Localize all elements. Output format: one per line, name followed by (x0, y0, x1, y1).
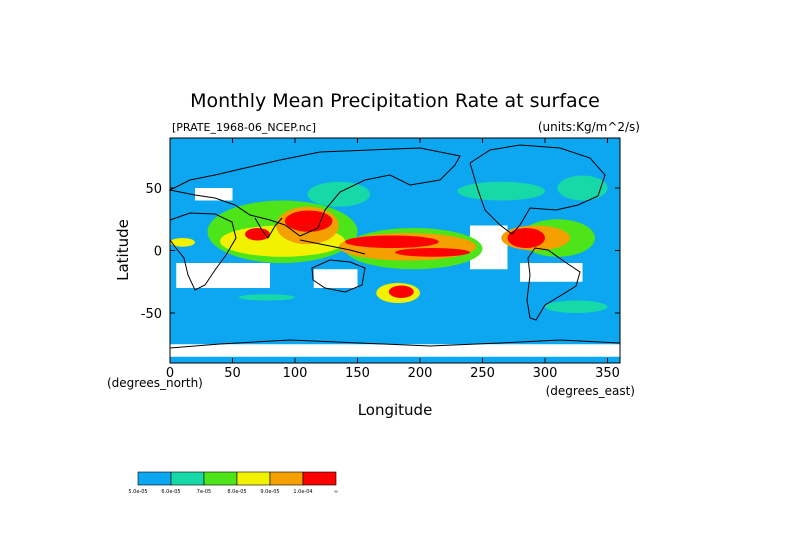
coastline-africa (169, 212, 237, 291)
x-unit-label: (degrees_east) (546, 384, 635, 398)
y-tick-label: 0 (154, 245, 162, 260)
precip-region-level1-3 (545, 300, 608, 313)
precip-region-level5-4 (507, 228, 545, 248)
coastline-antarctica (169, 339, 621, 349)
missing-area-4 (520, 263, 583, 282)
plot-area (168, 137, 621, 364)
colorbar-label: 5.0e-05 (128, 489, 147, 495)
x-axis-label: Longitude (358, 401, 433, 419)
x-tick-label: 100 (283, 366, 308, 381)
colorbar-label: ∞ (334, 489, 338, 495)
colorbar-swatch (236, 471, 271, 486)
coastline-north-america (469, 144, 606, 235)
coastline-indonesia (299, 239, 366, 255)
y-unit-label: (degrees_north) (107, 376, 203, 390)
x-tick-label: 300 (533, 366, 558, 381)
missing-area-5 (170, 344, 620, 357)
x-tick-label: 250 (470, 366, 495, 381)
y-axis-label: Latitude (114, 219, 132, 281)
precip-region-level1-2 (557, 175, 608, 201)
precip-region-level5-3 (395, 248, 470, 257)
precip-region-level5-2 (345, 235, 439, 248)
colorbar-swatch (302, 471, 337, 486)
coastline-australia (311, 259, 366, 293)
precip-region-level5-0 (285, 210, 333, 232)
x-tick-label: 350 (595, 366, 620, 381)
x-tick-label: 150 (345, 366, 370, 381)
chart-subtitle-right: (units:Kg/m^2/s) (538, 120, 640, 134)
precip-region-level1-4 (238, 294, 295, 301)
precip-region-level3-2 (170, 238, 195, 247)
chart-title: Monthly Mean Precipitation Rate at surfa… (190, 90, 600, 112)
missing-area-0 (176, 263, 270, 288)
colorbar-swatch (170, 471, 205, 486)
y-axis: -50 0 50 (141, 182, 620, 322)
coastline-south-america (526, 247, 581, 321)
x-tick-label: 200 (408, 366, 433, 381)
precip-region-level5-1 (245, 228, 270, 241)
colorbar-swatch (269, 471, 304, 486)
chart-subtitle-left: [PRATE_1968-06_NCEP.nc] (172, 121, 316, 134)
x-tick-label: 0 (166, 366, 174, 381)
colorbar: 5.0e-05 6.0e-05 7e-05 8.0e-05 9.0e-05 1.0e-04… (128, 471, 338, 495)
x-tick-label: 50 (224, 366, 241, 381)
precipitation-layer (170, 175, 608, 313)
coastline-layer (168, 144, 621, 349)
colorbar-label: 7e-05 (197, 489, 211, 495)
colorbar-label: 9.0e-05 (260, 489, 279, 495)
precip-region-level1-1 (457, 181, 545, 201)
y-tick-label: 50 (145, 182, 162, 197)
colorbar-label: 8.0e-05 (227, 489, 246, 495)
precip-region-level5-5 (388, 285, 414, 298)
x-axis: 0 50 100 150 200 250 300 350 (166, 138, 620, 381)
colorbar-swatch (203, 471, 238, 486)
colorbar-label: 1.0e-04 (293, 489, 312, 495)
missing-area-2 (313, 269, 358, 288)
coastline-india (254, 217, 283, 239)
missing-area-1 (195, 188, 233, 201)
coastline-europe-asia (168, 147, 461, 237)
missing-data-layer (170, 188, 620, 357)
colorbar-swatch (137, 471, 172, 486)
y-tick-label: -50 (141, 307, 162, 322)
colorbar-label: 6.0e-05 (161, 489, 180, 495)
